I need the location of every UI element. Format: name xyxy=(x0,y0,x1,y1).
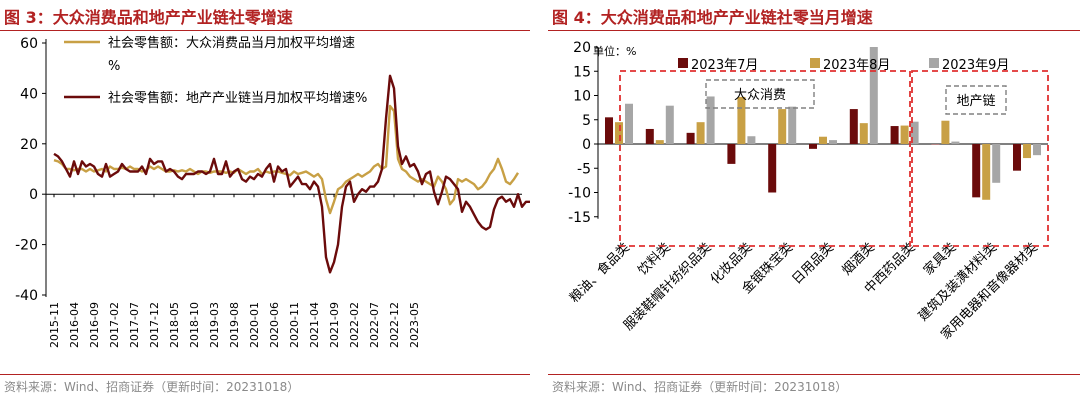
right-y-tick-label: -10 xyxy=(568,186,591,202)
line-chart: -40 -20 0 20 40 60 2015-11 2016-04 2016-09 2017-0… xyxy=(15,35,530,348)
bar xyxy=(615,122,623,144)
legend-swatch xyxy=(678,58,688,68)
bar xyxy=(655,140,664,144)
category-label: 日用品类 xyxy=(789,240,836,287)
bar xyxy=(747,136,756,144)
left-x-tick-label: 2017-02 xyxy=(108,302,121,348)
left-x-tick-label: 2020-11 xyxy=(288,302,301,348)
bar xyxy=(809,144,817,149)
left-series-line xyxy=(53,74,530,274)
bar xyxy=(931,144,940,145)
left-x-tick-label: 2022-12 xyxy=(388,302,401,348)
consumer-group-box xyxy=(619,70,911,247)
bar xyxy=(992,144,1001,183)
property-group-label-box xyxy=(945,85,1007,115)
bar xyxy=(686,132,695,144)
bar xyxy=(941,120,950,144)
left-x-tick-label: 2018-05 xyxy=(168,302,181,348)
right-y-tick-label: 15 xyxy=(573,64,591,80)
bar xyxy=(706,96,715,144)
bar xyxy=(1013,144,1021,171)
right-y-tick-label: 0 xyxy=(582,137,591,153)
left-x-tick-label: 2022-02 xyxy=(348,302,361,348)
bar xyxy=(645,128,654,144)
bar xyxy=(788,106,797,144)
consumer-group-label: 大众消费 xyxy=(734,88,786,103)
consumer-group-label-box xyxy=(705,79,815,109)
bar xyxy=(972,144,981,198)
bar xyxy=(696,122,705,144)
bar xyxy=(1023,144,1031,159)
right-y-tick-label: 10 xyxy=(573,89,591,105)
right-y-tick-label: -15 xyxy=(568,210,591,226)
left-x-tick-label: 2019-03 xyxy=(208,302,221,348)
right-y-tick-label: 20 xyxy=(573,40,591,56)
left-y-tick-label: -20 xyxy=(15,238,38,254)
right-figure: 图 4：大众消费品和地产产业链社零当月增速 -15 -10 -5 0 5 10 15 20 单位… xyxy=(548,0,1080,403)
category-label: 粮油、食品类 xyxy=(566,240,632,306)
left-figure-title: 图 3：大众消费品和地产产业链社零增速 xyxy=(4,8,293,27)
property-group-box xyxy=(911,70,1049,247)
right-title-rule xyxy=(548,30,1080,31)
legend-swatch xyxy=(810,58,820,68)
bar xyxy=(727,144,736,164)
bar xyxy=(951,141,960,144)
bar xyxy=(1033,144,1041,156)
bar xyxy=(869,47,878,144)
bar xyxy=(982,144,991,200)
bar xyxy=(768,144,777,193)
left-x-tick-label: 2016-04 xyxy=(68,302,81,348)
legend-swatch xyxy=(929,58,939,68)
left-y-tick-label: 0 xyxy=(29,187,38,203)
left-x-tick-label: 2021-09 xyxy=(328,302,341,348)
left-y-tick-label: 60 xyxy=(20,36,38,52)
right-figure-title: 图 4：大众消费品和地产产业链社零当月增速 xyxy=(552,8,873,27)
bar xyxy=(849,109,858,144)
legend-label-consumer-wrap: % xyxy=(108,59,120,74)
left-figure: 图 3：大众消费品和地产产业链社零增速 -40 -20 0 20 40 60 2015-11… xyxy=(0,0,530,403)
right-y-tick-label: -5 xyxy=(577,161,591,177)
left-x-tick-label: 2022-07 xyxy=(368,302,381,348)
right-source-rule xyxy=(548,374,1080,375)
bar xyxy=(900,125,909,144)
legend-label: 2023年9月 xyxy=(942,58,1009,73)
left-x-tick-label: 2019-08 xyxy=(228,302,241,348)
bar xyxy=(605,117,613,144)
bar xyxy=(625,103,633,144)
bar xyxy=(737,96,746,144)
property-group-label: 地产链 xyxy=(956,94,995,109)
left-x-tick-label: 2020-06 xyxy=(268,302,281,348)
bar xyxy=(910,121,919,144)
bar xyxy=(890,126,899,144)
bar xyxy=(665,105,674,144)
legend-label: 2023年7月 xyxy=(691,58,758,73)
bar xyxy=(829,140,837,144)
bar xyxy=(778,109,787,144)
left-series-line xyxy=(53,104,520,215)
left-y-tick-label: -40 xyxy=(15,288,38,304)
left-title-rule xyxy=(0,30,530,31)
left-x-tick-label: 2021-04 xyxy=(308,302,321,348)
right-source-note: 资料来源：Wind、招商证券（更新时间：20231018） xyxy=(552,380,848,394)
legend-label-property: 社会零售额：地产产业链当月加权平均增速% xyxy=(108,90,367,106)
unit-label: 单位：% xyxy=(593,44,636,58)
left-x-tick-label: 2015-11 xyxy=(48,302,61,348)
left-x-tick-label: 2016-09 xyxy=(88,302,101,348)
legend-label-consumer: 社会零售额：大众消费品当月加权平均增速 xyxy=(108,35,355,51)
left-x-tick-label: 2020-01 xyxy=(248,302,261,348)
left-source-note: 资料来源：Wind、招商证券（更新时间：20231018） xyxy=(4,380,300,394)
bar xyxy=(819,136,827,144)
left-x-tick-label: 2017-07 xyxy=(128,302,141,348)
left-x-tick-label: 2017-12 xyxy=(148,302,161,348)
legend-label: 2023年8月 xyxy=(823,58,890,73)
left-x-tick-label: 2023-05 xyxy=(408,302,421,348)
left-source-rule xyxy=(0,374,530,375)
left-y-tick-label: 20 xyxy=(20,137,38,153)
right-y-tick-label: 5 xyxy=(582,113,591,129)
left-x-tick-label: 2018-10 xyxy=(188,302,201,348)
left-y-tick-label: 40 xyxy=(20,86,38,102)
bar xyxy=(859,123,868,144)
